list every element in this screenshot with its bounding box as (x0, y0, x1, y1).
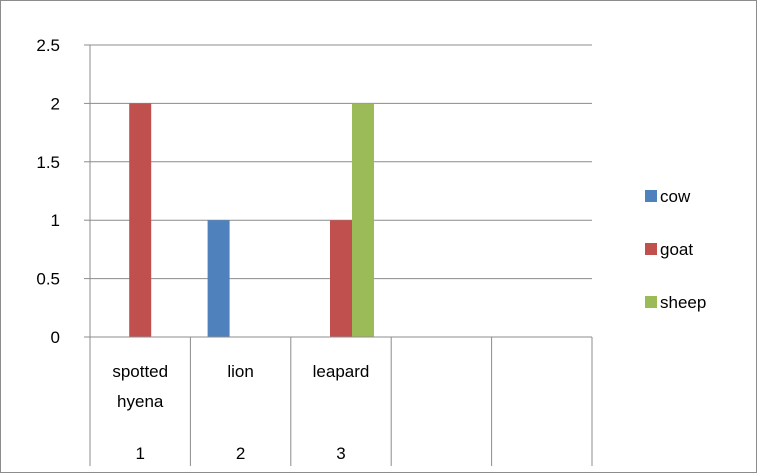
x-axis-category-table: spotted hyena 1 lion 2 leapard 3 (112, 337, 593, 466)
legend-swatch-cow (645, 190, 657, 202)
y-axis-tick-labels: 0 0.5 1 1.5 2 2.5 (36, 36, 60, 347)
y-tick-label: 1 (51, 211, 60, 230)
legend: cow goat sheep (645, 187, 706, 312)
legend-swatch-sheep (645, 296, 657, 308)
gridlines (84, 44, 592, 338)
legend-label-goat: goat (660, 240, 693, 259)
x-category-label: spotted (112, 362, 168, 381)
x-category-index: 2 (236, 444, 245, 463)
legend-label-sheep: sheep (660, 293, 706, 312)
bar-cow (207, 220, 230, 337)
y-tick-label: 0 (51, 328, 60, 347)
legend-label-cow: cow (660, 187, 691, 206)
x-category-label: hyena (117, 392, 164, 411)
x-category-label: leapard (313, 362, 370, 381)
axes (89, 45, 592, 466)
bar-sheep (352, 103, 374, 338)
bar-goat (330, 220, 352, 337)
x-category-index: 3 (336, 444, 345, 463)
bar-goat (129, 103, 152, 338)
x-category-index: 1 (135, 444, 144, 463)
y-tick-label: 1.5 (36, 153, 60, 172)
bars (129, 103, 374, 338)
y-tick-label: 2 (51, 94, 60, 113)
y-tick-label: 2.5 (36, 36, 60, 55)
x-category-label: lion (227, 362, 253, 381)
legend-swatch-goat (645, 243, 657, 255)
y-tick-label: 0.5 (36, 270, 60, 289)
